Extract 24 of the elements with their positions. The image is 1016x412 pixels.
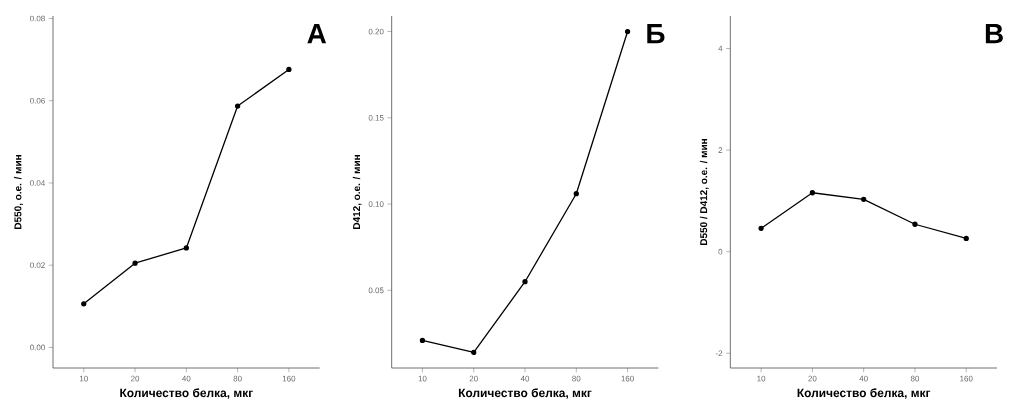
point [81, 301, 87, 307]
point [809, 190, 816, 196]
point [624, 28, 631, 35]
point [912, 221, 918, 227]
x-axis-title: Количество белка, мкг [797, 388, 931, 399]
y-axis-title: D550, о.е. / мин [14, 155, 23, 229]
x-axis-title: Количество белка, мкг [120, 388, 253, 399]
point [861, 196, 867, 203]
chart-title: Б [647, 24, 665, 44]
y-axis-title: D550 / D412, о.е. / мин [699, 139, 709, 246]
point [286, 66, 292, 73]
point [758, 225, 764, 231]
point [573, 191, 579, 197]
point [419, 337, 426, 344]
x-axis-title: Количество белка, мкг [458, 388, 592, 399]
point [963, 235, 969, 242]
point [471, 349, 477, 356]
chart-title: В [985, 24, 1003, 44]
y-axis-title: D412, о.е. / мин [352, 155, 362, 229]
point [183, 245, 189, 251]
point [522, 279, 528, 285]
chart-title: А [307, 24, 327, 44]
point [234, 103, 241, 109]
point [132, 260, 138, 266]
